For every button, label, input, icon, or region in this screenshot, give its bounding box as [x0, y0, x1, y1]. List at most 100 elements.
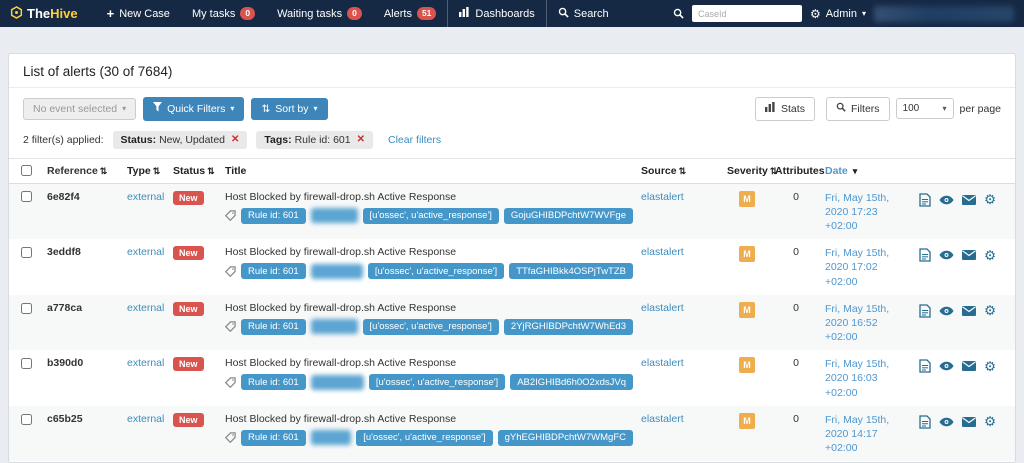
- import-alert-icon[interactable]: [962, 417, 976, 427]
- header-type[interactable]: Type⇅: [123, 165, 169, 177]
- alerts-table-body: 6e82f4 external New Host Blocked by fire…: [9, 184, 1015, 463]
- tag-icon: [225, 266, 236, 277]
- alert-date: Fri, May 15th, 2020 17:23+02:00: [821, 191, 915, 234]
- alert-source-link[interactable]: elastalert: [641, 302, 684, 314]
- alert-type-link[interactable]: external: [127, 191, 164, 203]
- remove-filter-icon[interactable]: ✕: [231, 134, 239, 145]
- tag-icon: [225, 210, 236, 221]
- attributes-count: 0: [771, 413, 821, 425]
- status-badge: New: [173, 413, 204, 427]
- thehive-logo[interactable]: TheHive: [10, 6, 78, 22]
- alert-reference: 3eddf8: [43, 246, 123, 258]
- row-checkbox[interactable]: [21, 303, 32, 314]
- tag-redacted: [311, 430, 351, 445]
- header-title: Title: [221, 165, 637, 177]
- page-body: List of alerts (30 of 7684) No event sel…: [0, 27, 1024, 463]
- search-icon: [558, 7, 569, 21]
- admin-menu[interactable]: ⚙ Admin ▾: [810, 8, 866, 20]
- select-all-checkbox[interactable]: [21, 165, 32, 176]
- alert-source-link[interactable]: elastalert: [641, 246, 684, 258]
- sort-by-button[interactable]: ⇅ Sort by ▾: [251, 98, 327, 121]
- quick-filters-button[interactable]: Quick Filters ▾: [143, 97, 244, 121]
- import-alert-icon[interactable]: [962, 250, 976, 260]
- header-reference[interactable]: Reference⇅: [43, 165, 123, 177]
- chevron-down-icon: ▾: [230, 104, 234, 114]
- alert-row: b390d0 external New Host Blocked by fire…: [9, 350, 1015, 406]
- funnel-icon: [153, 102, 162, 116]
- view-alert-icon[interactable]: [939, 417, 954, 427]
- alert-reference: c65b25: [43, 413, 123, 425]
- alert-reference: b390d0: [43, 357, 123, 369]
- search-nav-button[interactable]: Search: [546, 0, 620, 27]
- tag-ossec: [u'ossec', u'active_response']: [368, 263, 504, 279]
- bar-chart-icon: [765, 102, 776, 116]
- new-case-button[interactable]: + New Case: [96, 0, 181, 27]
- alert-type-link[interactable]: external: [127, 413, 164, 425]
- alerts-toolbar: No event selected ▾ Quick Filters ▾ ⇅ So…: [9, 88, 1015, 125]
- alert-source-link[interactable]: elastalert: [641, 357, 684, 369]
- view-alert-icon[interactable]: [939, 195, 954, 205]
- actions-gear-icon[interactable]: ⚙: [984, 193, 996, 207]
- row-checkbox[interactable]: [21, 414, 32, 425]
- alerts-button[interactable]: Alerts 51: [373, 0, 448, 27]
- import-alert-icon[interactable]: [962, 361, 976, 371]
- my-tasks-button[interactable]: My tasks 0: [181, 0, 266, 27]
- severity-badge[interactable]: M: [739, 357, 755, 373]
- severity-badge[interactable]: M: [739, 191, 755, 207]
- alert-title: Host Blocked by firewall-drop.sh Active …: [225, 413, 633, 425]
- sort-icon: ⇅: [261, 103, 270, 116]
- tag-rule-id: Rule id: 601: [241, 430, 306, 446]
- view-alert-icon[interactable]: [939, 361, 954, 371]
- tag-ossec: [u'ossec', u'active_response']: [363, 319, 499, 335]
- dashboards-button[interactable]: Dashboards: [447, 0, 545, 27]
- alert-title: Host Blocked by firewall-drop.sh Active …: [225, 357, 633, 369]
- attributes-count: 0: [771, 357, 821, 369]
- severity-badge[interactable]: M: [739, 302, 755, 318]
- preview-alert-icon[interactable]: [919, 248, 931, 262]
- preview-alert-icon[interactable]: [919, 193, 931, 207]
- alert-row: c65b25 external New Host Blocked by fire…: [9, 406, 1015, 462]
- alert-source-link[interactable]: elastalert: [641, 191, 684, 203]
- actions-gear-icon[interactable]: ⚙: [984, 360, 996, 374]
- actions-gear-icon[interactable]: ⚙: [984, 249, 996, 263]
- header-status[interactable]: Status⇅: [169, 165, 221, 177]
- stats-button[interactable]: Stats: [755, 97, 815, 121]
- alerts-count-badge: 51: [417, 7, 436, 19]
- preview-alert-icon[interactable]: [919, 359, 931, 373]
- event-select-dropdown[interactable]: No event selected ▾: [23, 98, 136, 121]
- severity-badge[interactable]: M: [739, 413, 755, 429]
- bee-icon: [10, 6, 23, 22]
- page-size-select[interactable]: 100 ▾: [896, 98, 954, 119]
- header-severity[interactable]: Severity⇅: [723, 165, 771, 177]
- filters-button[interactable]: Filters: [826, 97, 890, 121]
- actions-gear-icon[interactable]: ⚙: [984, 415, 996, 429]
- alert-type-link[interactable]: external: [127, 302, 164, 314]
- caseid-search-input[interactable]: [692, 5, 802, 22]
- alert-type-link[interactable]: external: [127, 246, 164, 258]
- tag-icon: [225, 432, 236, 443]
- preview-alert-icon[interactable]: [919, 415, 931, 429]
- actions-gear-icon[interactable]: ⚙: [984, 304, 996, 318]
- remove-filter-icon[interactable]: ✕: [357, 134, 365, 145]
- status-badge: New: [173, 357, 204, 371]
- preview-alert-icon[interactable]: [919, 304, 931, 318]
- header-source[interactable]: Source⇅: [637, 165, 723, 177]
- alert-date: Fri, May 15th, 2020 16:03+02:00: [821, 357, 915, 400]
- alert-source-link[interactable]: elastalert: [641, 413, 684, 425]
- clear-filters-link[interactable]: Clear filters: [388, 134, 441, 146]
- header-date[interactable]: Date ▾: [821, 164, 915, 178]
- severity-badge[interactable]: M: [739, 246, 755, 262]
- alert-type-link[interactable]: external: [127, 357, 164, 369]
- row-checkbox[interactable]: [21, 247, 32, 258]
- brand-the: The: [27, 6, 50, 21]
- view-alert-icon[interactable]: [939, 250, 954, 260]
- tag-alert-id: gYhEGHIBDPchtW7WMgFC: [498, 430, 633, 446]
- waiting-tasks-button[interactable]: Waiting tasks 0: [266, 0, 373, 27]
- import-alert-icon[interactable]: [962, 195, 976, 205]
- row-checkbox[interactable]: [21, 191, 32, 202]
- import-alert-icon[interactable]: [962, 306, 976, 316]
- tag-ossec: [u'ossec', u'active_response']: [369, 374, 505, 390]
- tag-redacted: [311, 319, 358, 334]
- view-alert-icon[interactable]: [939, 306, 954, 316]
- row-checkbox[interactable]: [21, 358, 32, 369]
